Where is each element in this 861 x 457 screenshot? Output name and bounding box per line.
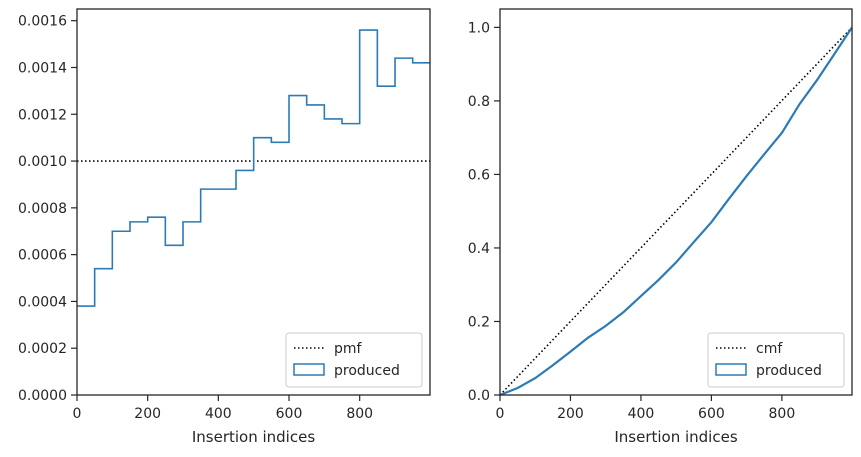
y-tick-label: 0.4 bbox=[468, 241, 490, 257]
cmf-panel: 0 200 400 600 800 0.0 0.2 0.4 0.6 0.8 1.0 Inserti… bbox=[468, 8, 853, 446]
x-tick-label: 800 bbox=[769, 406, 796, 422]
y-tick-label: 0.0006 bbox=[18, 248, 67, 264]
pmf-histogram-plot-area bbox=[77, 29, 430, 307]
x-axis-label: Insertion indices bbox=[614, 428, 737, 446]
legend-box bbox=[707, 332, 845, 388]
cmf-reference-line bbox=[499, 26, 853, 396]
x-axis-ticks: 0 200 400 600 800 bbox=[496, 395, 796, 422]
x-tick-label: 800 bbox=[346, 406, 373, 422]
cmf-plot-area bbox=[499, 26, 853, 397]
legend-box bbox=[285, 332, 423, 388]
y-tick-label: 0.0 bbox=[468, 388, 490, 404]
legend-produced-label: produced bbox=[756, 363, 822, 379]
x-tick-label: 0 bbox=[73, 406, 82, 422]
y-tick-label: 0.0012 bbox=[18, 107, 67, 123]
y-axis-ticks: 0.0000 0.0002 0.0004 0.0006 0.0008 0.0010 0.00… bbox=[18, 14, 77, 404]
y-tick-label: 0.2 bbox=[468, 314, 490, 330]
x-tick-label: 600 bbox=[276, 406, 303, 422]
x-tick-label: 200 bbox=[557, 406, 584, 422]
x-tick-label: 400 bbox=[628, 406, 655, 422]
x-tick-label: 600 bbox=[698, 406, 725, 422]
legend-produced-patch bbox=[293, 363, 325, 376]
produced-series-line bbox=[499, 26, 853, 397]
y-tick-label: 0.0004 bbox=[18, 294, 67, 310]
y-tick-label: 1.0 bbox=[468, 20, 490, 36]
legend-pmf-label: pmf bbox=[334, 341, 363, 357]
y-tick-label: 0.0002 bbox=[18, 341, 67, 357]
legend-produced-label: produced bbox=[334, 363, 400, 379]
legend: cmf produced bbox=[707, 332, 845, 388]
produced-series-line bbox=[77, 29, 430, 307]
y-tick-label: 0.0008 bbox=[18, 201, 67, 217]
y-tick-label: 0.0016 bbox=[18, 14, 67, 30]
legend-produced-patch bbox=[715, 363, 747, 376]
x-tick-label: 400 bbox=[205, 406, 232, 422]
x-axis-ticks: 0 200 400 600 800 bbox=[73, 395, 373, 422]
plot-frame bbox=[76, 8, 431, 396]
x-tick-label: 200 bbox=[134, 406, 161, 422]
x-tick-label: 0 bbox=[496, 406, 505, 422]
plot-frame bbox=[499, 8, 853, 396]
x-axis-label: Insertion indices bbox=[192, 428, 315, 446]
y-tick-label: 0.0000 bbox=[18, 388, 67, 404]
pmf-histogram-panel: 0 200 400 600 800 0.00000.00020.00040.00060.… bbox=[18, 8, 431, 446]
y-axis-ticks: 0.0 0.2 0.4 0.6 0.8 1.0 bbox=[468, 20, 500, 404]
y-tick-label: 0.0010 bbox=[18, 154, 67, 170]
y-tick-label: 0.0014 bbox=[18, 60, 67, 76]
legend-cmf-label: cmf bbox=[756, 341, 783, 357]
legend: pmf produced bbox=[285, 332, 423, 388]
y-tick-label: 0.8 bbox=[468, 94, 490, 110]
y-tick-label: 0.6 bbox=[468, 167, 490, 183]
